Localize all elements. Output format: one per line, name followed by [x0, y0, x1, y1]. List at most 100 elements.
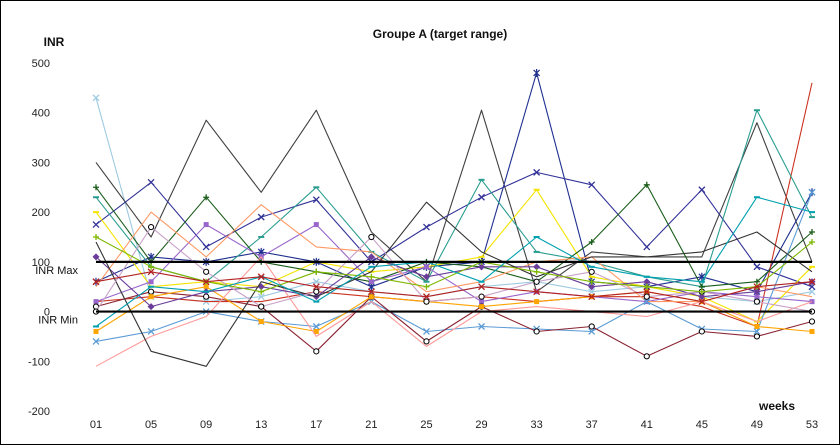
- data-point: [588, 181, 596, 189]
- data-point: [148, 263, 155, 270]
- data-point: [588, 323, 595, 330]
- x-tick-label: 21: [365, 419, 377, 431]
- data-point: [753, 327, 761, 335]
- data-point: [203, 290, 210, 293]
- x-tick-labels: 01 05 09 13 17 21 25 29 33 37 41 45 49 53: [90, 419, 818, 431]
- data-point: [423, 283, 430, 290]
- series-line: [95, 109, 813, 288]
- data-point: [368, 279, 374, 285]
- data-point: [203, 194, 210, 201]
- data-point: [423, 338, 430, 345]
- data-point: [478, 280, 485, 283]
- data-point: [588, 265, 595, 268]
- series-line: [95, 204, 813, 303]
- data-point: [148, 279, 154, 285]
- data-point: [533, 236, 540, 238]
- data-point: [533, 168, 541, 176]
- data-point: [93, 328, 99, 334]
- data-point: [93, 325, 99, 328]
- series-line: [95, 201, 813, 367]
- data-point: [423, 298, 430, 305]
- data-point: [643, 293, 650, 300]
- data-point: [147, 223, 155, 231]
- y-axis-label: INR: [44, 35, 65, 49]
- data-point: [534, 299, 540, 305]
- y-tick-labels: -200 -100 0 100 200 300 400 500: [28, 58, 50, 418]
- data-point: [147, 268, 155, 276]
- x-tick-label: 01: [90, 419, 102, 431]
- data-point: [533, 268, 540, 275]
- data-point: [808, 318, 816, 325]
- data-point: [588, 327, 596, 335]
- data-point: [643, 278, 651, 286]
- data-point: [809, 265, 815, 268]
- series-line: [95, 291, 813, 357]
- data-point: [809, 216, 815, 219]
- data-point: [754, 323, 760, 329]
- reference-line-label: INR Max: [35, 265, 78, 277]
- data-point: [478, 263, 486, 271]
- data-point: [753, 288, 761, 296]
- series-1: [92, 94, 816, 306]
- data-point: [312, 196, 320, 204]
- data-point: [808, 278, 816, 286]
- data-point: [698, 328, 705, 335]
- series-2: [95, 109, 813, 293]
- series-line: [95, 192, 813, 342]
- series-5: [95, 82, 813, 328]
- y-tick-label: 500: [32, 58, 50, 70]
- y-tick-label: 0: [44, 307, 50, 319]
- data-point: [313, 348, 320, 355]
- data-point: [533, 68, 541, 77]
- data-point: [92, 337, 100, 345]
- data-point: [423, 264, 429, 270]
- series-line: [95, 224, 813, 303]
- data-point: [367, 288, 375, 296]
- data-point: [93, 211, 99, 214]
- series-line: [95, 82, 813, 328]
- x-tick-label: 45: [696, 419, 708, 431]
- data-point: [754, 294, 760, 300]
- x-tick-label: 53: [806, 419, 818, 431]
- series-line: [95, 196, 813, 327]
- data-point: [753, 333, 761, 340]
- series-7: [93, 188, 815, 323]
- data-point: [147, 178, 155, 186]
- series-4: [92, 168, 816, 291]
- data-point: [643, 275, 650, 278]
- data-point: [312, 278, 320, 286]
- data-point: [588, 283, 596, 291]
- data-point: [478, 283, 485, 291]
- data-point: [533, 278, 540, 285]
- data-point: [809, 211, 815, 214]
- data-point: [92, 278, 100, 286]
- data-point: [258, 303, 265, 310]
- data-point: [588, 293, 596, 301]
- data-point: [93, 234, 99, 240]
- data-point: [313, 186, 320, 189]
- x-tick-label: 17: [310, 419, 322, 431]
- data-point: [313, 300, 320, 303]
- data-point: [313, 328, 319, 334]
- data-point: [808, 283, 816, 291]
- data-point: [478, 193, 485, 201]
- data-point: [808, 188, 816, 196]
- x-tick-label: 25: [420, 419, 432, 431]
- x-tick-label: 41: [641, 419, 653, 431]
- x-tick-label: 13: [255, 419, 267, 431]
- data-point: [698, 288, 705, 295]
- data-point: [479, 304, 485, 310]
- y-tick-label: -200: [28, 406, 50, 418]
- data-point: [203, 284, 209, 290]
- data-point: [92, 221, 100, 229]
- data-point: [312, 323, 320, 330]
- data-point: [202, 278, 210, 286]
- data-point: [643, 283, 650, 290]
- data-point: [203, 268, 210, 275]
- data-point: [588, 278, 595, 285]
- series-line: [95, 109, 813, 293]
- data-point: [478, 178, 485, 181]
- y-tick-label: 400: [32, 108, 50, 120]
- data-point: [809, 328, 815, 334]
